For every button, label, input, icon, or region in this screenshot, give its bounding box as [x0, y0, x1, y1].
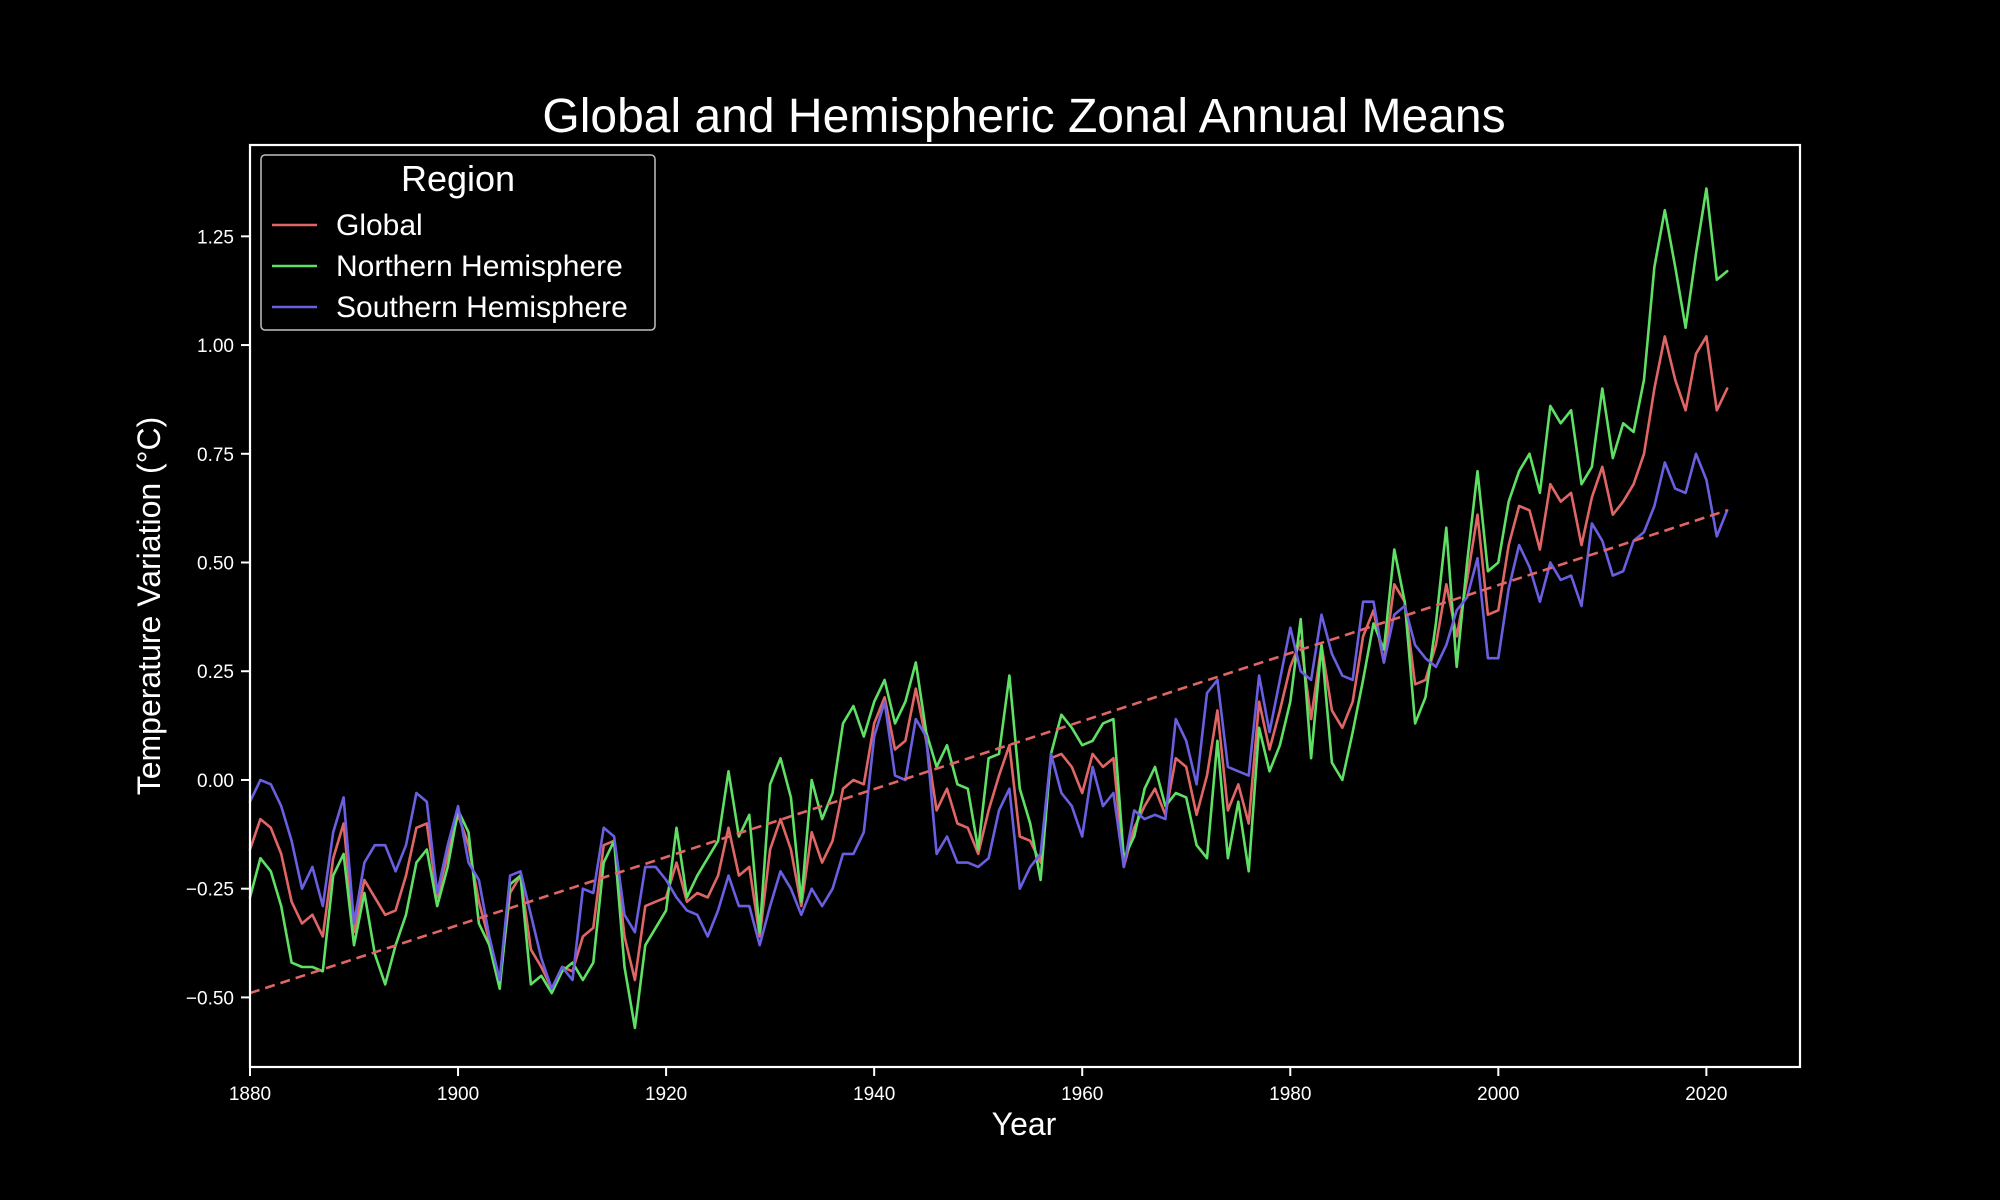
y-tick-label: 0.00	[197, 771, 234, 792]
legend-label: Global	[336, 209, 423, 242]
x-tick-label: 1940	[853, 1084, 895, 1105]
trend-line	[249, 509, 1728, 995]
x-axis-title: Year	[992, 1106, 1057, 1142]
plot-frame	[248, 143, 1802, 1069]
y-tick-label: 1.00	[197, 336, 234, 357]
legend-frame	[260, 154, 656, 331]
y-tick-label: 1.25	[197, 227, 234, 248]
legend-title: Region	[401, 158, 515, 199]
chart-title: Global and Hemispheric Zonal Annual Mean…	[542, 90, 1505, 143]
legend-label: Southern Hemisphere	[336, 291, 628, 324]
x-tick-label: 1880	[229, 1084, 271, 1105]
y-tick-label: −0.25	[186, 880, 234, 901]
legend-items: Global Northern Hemisphere Southern Hemisp…	[272, 209, 628, 324]
y-tick-label: −0.50	[186, 988, 234, 1009]
x-tick-label: 2020	[1685, 1084, 1727, 1105]
x-tick-label: 1900	[437, 1084, 479, 1105]
y-tick-label: 0.50	[197, 554, 234, 575]
plot-lines	[248, 187, 1729, 1030]
legend: Region Global Northern Hemisphere Southern…	[260, 154, 656, 331]
x-tick-label: 1920	[645, 1084, 687, 1105]
y-tick-label: 0.75	[197, 445, 234, 466]
y-axis: −0.50 −0.25 0.00 0.25 0.50 0.75 1.00 1.25	[186, 227, 250, 1009]
series-line-northern-hemisphere	[248, 187, 1729, 1030]
x-axis: 1880 1900 1920 1940 1960 1980 2000 2020	[229, 1067, 1728, 1105]
x-tick-label: 2000	[1477, 1084, 1519, 1105]
x-tick-label: 1960	[1061, 1084, 1103, 1105]
y-axis-title: Temperature Variation (°C)	[131, 417, 167, 796]
series-line-southern-hemisphere	[248, 452, 1729, 991]
legend-label: Northern Hemisphere	[336, 250, 623, 283]
y-tick-label: 0.25	[197, 662, 234, 683]
x-tick-label: 1980	[1269, 1084, 1311, 1105]
